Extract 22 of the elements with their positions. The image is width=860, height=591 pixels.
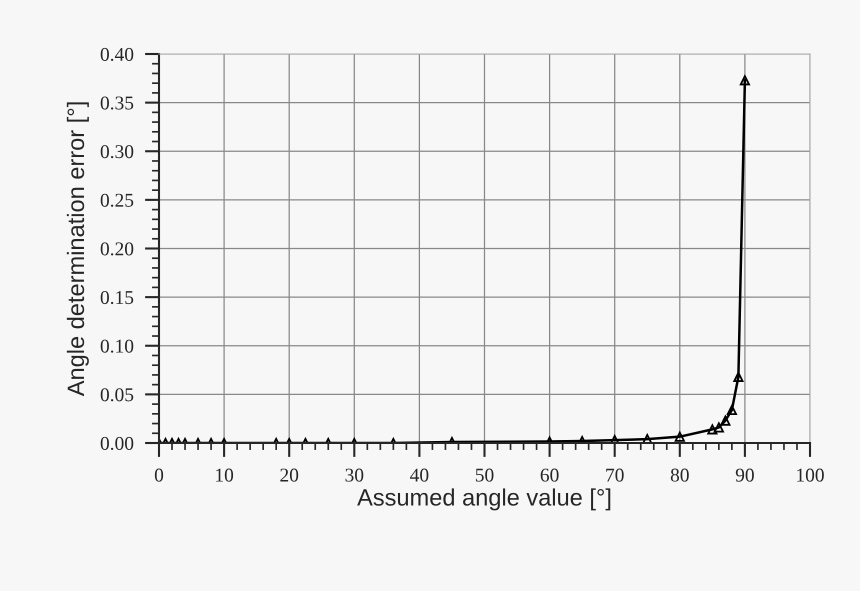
y-tick-label: 0.30	[100, 145, 134, 158]
x-tick-label: 50	[476, 468, 494, 482]
x-tick-label: 80	[670, 468, 689, 482]
x-tick-label: 0	[154, 468, 164, 482]
x-tick-label: 30	[346, 468, 364, 482]
y-tick-label: 0.05	[100, 388, 134, 402]
x-tick-label: 90	[736, 468, 754, 482]
y-tick-label: 0.25	[100, 194, 134, 207]
y-tick-label: 0.40	[100, 48, 134, 62]
x-axis-title: Assumed angle value [°]	[357, 488, 610, 510]
y-tick-label: 0.10	[100, 340, 134, 353]
y-tick-label: 0.35	[100, 96, 134, 110]
x-tick-label: 60	[540, 468, 559, 482]
y-tick-label: 0.15	[100, 290, 134, 304]
x-tick-label: 100	[797, 468, 824, 482]
y-axis-title: Angle determination error [°]	[66, 102, 89, 396]
x-tick-label: 10	[216, 468, 234, 482]
y-tick-label: 0.00	[100, 436, 134, 450]
y-tick-label: 0.20	[100, 242, 134, 256]
x-tick-label: 20	[280, 468, 298, 482]
x-tick-label: 40	[410, 468, 428, 482]
x-tick-label: 70	[606, 468, 624, 482]
